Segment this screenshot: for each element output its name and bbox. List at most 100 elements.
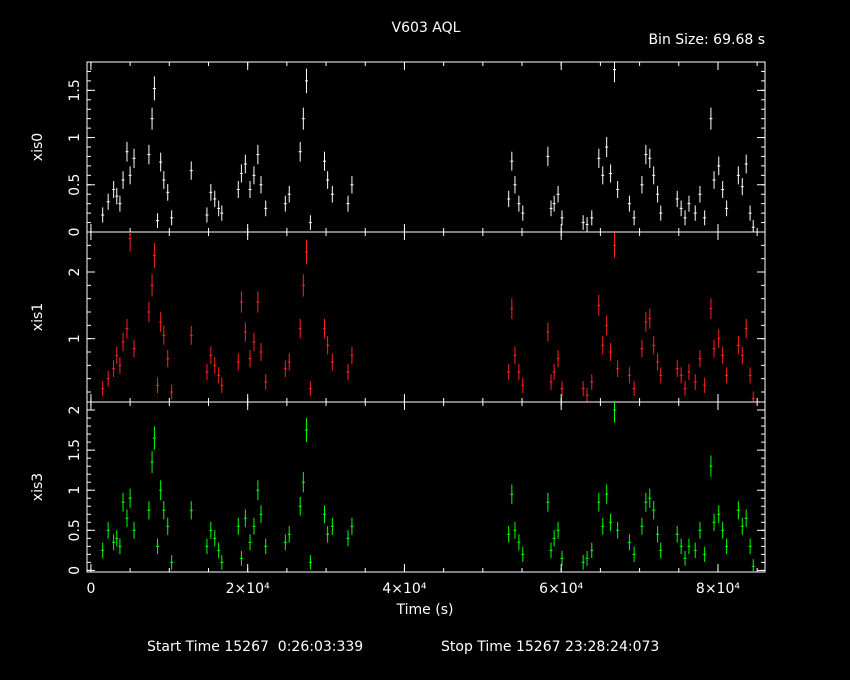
data-point-xis3	[703, 546, 707, 562]
data-point-xis0	[521, 205, 525, 221]
x-tick-label: 4×10⁴	[382, 581, 426, 597]
data-point-xis0	[640, 176, 644, 194]
panel-frame	[86, 231, 766, 403]
data-point-xis1	[521, 377, 525, 394]
data-point-xis3	[156, 538, 160, 555]
panel-xis3: 0 0.5 1 1.5 2 xis3	[30, 401, 766, 575]
data-point-xis1	[217, 367, 221, 384]
x-tick-label: 6×10⁴	[539, 581, 583, 597]
data-point-xis1	[283, 360, 287, 377]
data-point-xis0	[712, 171, 716, 189]
data-point-xis0	[298, 141, 302, 162]
data-point-xis3	[648, 488, 652, 508]
data-point-xis3	[256, 480, 260, 501]
data-point-xis0	[744, 154, 748, 174]
data-point-xis3	[740, 517, 744, 535]
data-point-xis1	[597, 294, 601, 316]
data-point-xis1	[205, 363, 209, 381]
data-point-xis0	[693, 205, 697, 221]
data-point-xis3	[298, 496, 302, 516]
data-point-xis1	[147, 301, 151, 323]
data-point-xis1	[170, 384, 174, 400]
x-axis-label: Time (s)	[396, 602, 454, 618]
data-point-xis1	[308, 381, 312, 397]
data-point-xis3	[748, 538, 752, 555]
data-point-xis0	[552, 195, 556, 212]
data-point-xis3	[322, 505, 326, 524]
data-point-xis1	[556, 350, 560, 368]
data-point-xis3	[627, 534, 631, 551]
data-point-xis0	[601, 166, 605, 185]
data-point-xis0	[549, 200, 553, 217]
y-tick-label: 2	[67, 268, 83, 277]
data-point-xis3	[125, 509, 129, 528]
data-point-xis0	[590, 210, 594, 226]
data-point-xis1	[687, 363, 691, 381]
data-point-xis0	[698, 185, 702, 203]
data-point-xis1	[287, 353, 291, 371]
panel-xis0: 0 0.5 1 1.5 xis0	[30, 61, 766, 236]
data-point-xis1	[644, 312, 648, 332]
data-point-xis1	[507, 363, 511, 381]
data-point-xis3	[147, 501, 151, 520]
data-point-xis3	[712, 513, 716, 531]
data-point-xis1	[613, 232, 617, 258]
data-point-xis0	[748, 205, 752, 221]
data-point-xis0	[106, 193, 110, 210]
panel-frame	[86, 401, 766, 573]
data-point-xis3	[616, 521, 620, 539]
data-point-xis1	[106, 370, 110, 387]
data-point-xis1	[590, 374, 594, 390]
y-axis-label-xis3: xis3	[30, 473, 46, 501]
data-point-xis1	[648, 308, 652, 329]
data-point-xis0	[304, 68, 308, 94]
y-tick-label: 0	[67, 566, 83, 575]
data-point-xis1	[510, 298, 514, 320]
data-point-xis3	[613, 402, 617, 423]
data-point-xis3	[287, 526, 291, 543]
data-point-xis0	[243, 154, 247, 174]
data-point-xis0	[330, 185, 334, 203]
data-point-xis1	[585, 387, 589, 402]
data-point-xis0	[581, 215, 585, 230]
data-point-xis1	[517, 363, 521, 381]
data-point-xis1	[118, 356, 122, 374]
data-point-xis1	[159, 312, 163, 332]
data-point-xis0	[217, 200, 221, 217]
data-point-xis1	[304, 239, 308, 265]
data-point-xis0	[308, 215, 312, 230]
data-point-xis0	[112, 181, 116, 198]
data-point-xis1	[213, 356, 217, 374]
data-point-xis0	[627, 195, 631, 212]
data-point-xis3	[132, 521, 136, 539]
data-point-xis1	[748, 367, 752, 384]
data-point-xis0	[613, 62, 617, 83]
data-point-xis3	[115, 530, 119, 547]
data-point-xis0	[644, 144, 648, 165]
data-point-xis1	[236, 353, 240, 371]
data-point-xis0	[517, 195, 521, 212]
data-point-xis1	[150, 274, 154, 297]
data-point-xis1	[162, 325, 166, 345]
data-point-xis3	[751, 559, 755, 572]
data-point-xis1	[709, 298, 713, 320]
data-point-xis0	[326, 171, 330, 189]
data-point-xis0	[513, 176, 517, 194]
data-point-xis3	[585, 550, 589, 566]
data-point-xis0	[150, 107, 154, 130]
data-point-xis1	[209, 346, 213, 365]
y-axis-label-xis1: xis1	[30, 303, 46, 331]
data-point-xis1	[220, 377, 224, 394]
data-point-xis3	[659, 542, 663, 559]
data-point-xis3	[346, 530, 350, 547]
data-point-xis0	[687, 195, 691, 212]
data-point-xis0	[648, 148, 652, 168]
data-point-xis3	[709, 455, 713, 477]
data-point-xis1	[156, 377, 160, 394]
data-point-xis0	[585, 217, 589, 232]
data-point-xis3	[556, 521, 560, 539]
data-point-xis0	[115, 187, 119, 205]
y-tick-label: 1.5	[67, 439, 83, 461]
data-point-xis0	[301, 107, 305, 130]
data-point-xis3	[510, 484, 514, 504]
